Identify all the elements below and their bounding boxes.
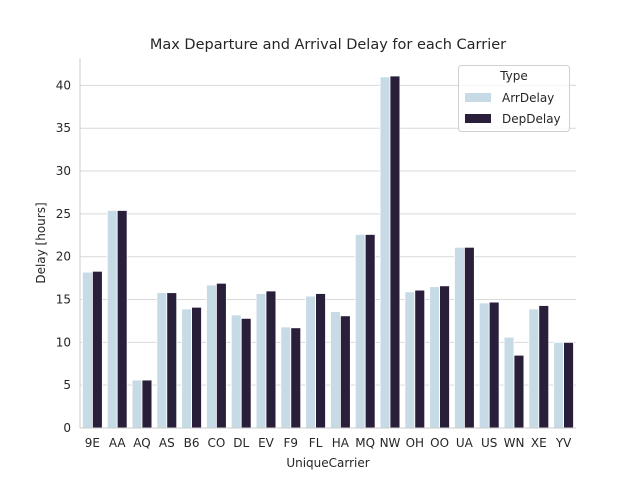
bar-arrdelay-as [156, 292, 168, 429]
bar-arrdelay-ev [255, 293, 267, 429]
legend-title: Type [499, 69, 528, 83]
x-tick-label: 9E [85, 436, 100, 450]
y-axis-label: Delay [hours] [34, 202, 48, 283]
bar-arrdelay-ha [330, 311, 341, 429]
bar-depdelay-aq [141, 379, 153, 429]
x-tick-label: CO [207, 436, 225, 450]
y-tick-label: 5 [63, 378, 71, 392]
bar-arrdelay-mq [354, 234, 366, 429]
x-tick-label: DL [233, 436, 249, 450]
bar-arrdelay-b6 [181, 308, 192, 429]
bar-depdelay-ev [265, 290, 277, 429]
bar-arrdelay-aa [106, 210, 118, 429]
bar-depdelay-wn [513, 354, 525, 429]
x-tick-label: WN [504, 436, 525, 450]
bar-arrdelay-oh [404, 291, 416, 429]
bar-depdelay-us [488, 301, 500, 429]
legend-label-depdelay: DepDelay [502, 112, 561, 126]
x-axis-label: UniqueCarrier [286, 456, 369, 470]
x-tick-label: UA [456, 436, 474, 450]
bar-arrdelay-co [206, 284, 217, 429]
bar-arrdelay-oo [429, 286, 440, 429]
x-tick-label: HA [332, 436, 350, 450]
x-tick-label: OO [430, 436, 449, 450]
bar-depdelay-fl [315, 293, 326, 429]
y-tick-label: 15 [56, 293, 71, 307]
x-tick-label: EV [258, 436, 275, 450]
x-tick-label: MQ [355, 436, 375, 450]
y-tick-label: 10 [56, 335, 71, 349]
x-tick-labels: 9E AA AQ AS B6 CO DL EV F9 FL HA MQ NW OH OO UA US WN XE YV [85, 436, 572, 450]
bar-depdelay-aa [116, 210, 128, 429]
bar-depdelay-oh [414, 289, 426, 429]
bar-arrdelay-nw [379, 76, 391, 429]
x-tick-label: YV [555, 436, 572, 450]
legend-label-arrdelay: ArrDelay [502, 91, 554, 105]
y-tick-label: 30 [56, 164, 71, 178]
bar-depdelay-co [215, 282, 227, 429]
x-tick-label: F9 [284, 436, 299, 450]
bar-depdelay-nw [389, 75, 401, 429]
bar-arrdelay-wn [503, 336, 515, 429]
y-tick-label: 40 [56, 78, 71, 92]
bar-depdelay-mq [364, 234, 376, 429]
bar-depdelay-9e [92, 270, 103, 429]
y-tick-label: 25 [56, 207, 71, 221]
x-tick-label: US [481, 436, 497, 450]
x-tick-label: B6 [184, 436, 200, 450]
x-tick-label: AA [109, 436, 127, 450]
x-tick-label: AS [159, 436, 175, 450]
bar-arrdelay-aq [131, 379, 143, 429]
bar-depdelay-oo [439, 285, 450, 429]
bar-depdelay-f9 [290, 327, 302, 429]
bar-arrdelay-9e [82, 271, 93, 429]
x-tick-label: FL [309, 436, 323, 450]
y-tick-labels: 0 5 10 15 20 25 30 35 40 [56, 78, 71, 435]
legend-swatch-depdelay [465, 114, 491, 123]
x-tick-label: XE [531, 436, 547, 450]
bar-arrdelay-ua [454, 246, 465, 429]
bar-depdelay-xe [538, 305, 550, 429]
y-tick-label: 0 [63, 421, 71, 435]
bar-depdelay-ha [339, 315, 351, 429]
x-tick-label: AQ [133, 436, 150, 450]
legend: Type ArrDelay DepDelay [458, 65, 570, 132]
y-tick-label: 35 [56, 121, 71, 135]
axes [79, 58, 576, 429]
bar-depdelay-b6 [191, 306, 202, 429]
bar-arrdelay-yv [553, 341, 564, 429]
chart-title: Max Departure and Arrival Delay for each… [150, 37, 506, 53]
bar-arrdelay-us [478, 302, 490, 429]
y-tick-label: 20 [56, 250, 71, 264]
legend-swatch-arrdelay [465, 93, 491, 102]
bar-depdelay-dl [240, 317, 252, 429]
bar-arrdelay-f9 [280, 326, 292, 429]
bar-depdelay-as [166, 292, 178, 429]
x-tick-label: OH [406, 436, 424, 450]
bar-arrdelay-xe [528, 308, 540, 429]
bar-arrdelay-fl [305, 295, 316, 429]
bar-depdelay-ua [463, 246, 475, 429]
bar-arrdelay-dl [230, 314, 242, 429]
x-tick-label: NW [380, 436, 401, 450]
bar-depdelay-yv [563, 341, 574, 429]
